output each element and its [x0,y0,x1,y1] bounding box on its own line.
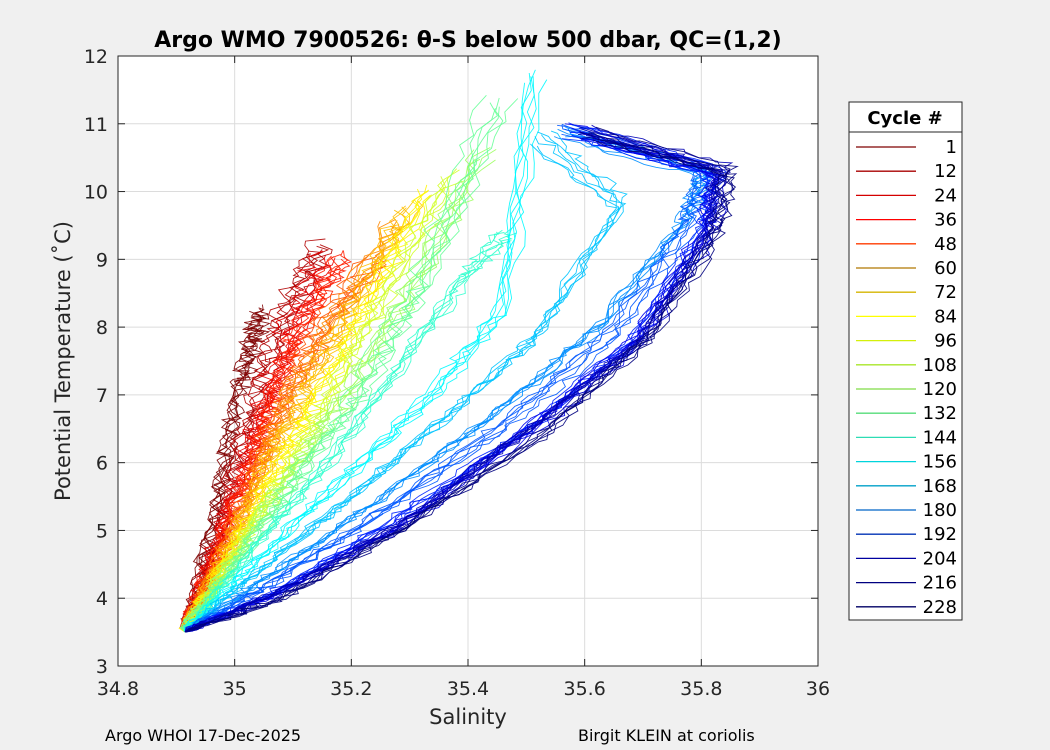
legend-label-204: 204 [923,548,957,569]
profile-line [184,304,269,633]
series-1 [180,304,271,633]
profile-line [185,132,718,633]
profile-line [184,126,709,633]
legend-label-144: 144 [923,427,957,448]
profile-line [184,124,708,633]
profile-line [182,255,332,633]
legend-label-180: 180 [923,500,957,521]
x-tick-label: 36 [806,678,830,700]
x-tick-label: 35.2 [330,678,372,700]
profile-line-main [184,307,266,633]
profile-line [184,184,428,633]
series-group [178,69,739,633]
profile-line [182,255,369,633]
chart-title: Argo WMO 7900526: θ-S below 500 dbar, QC… [154,28,782,53]
profile-line [184,232,505,633]
profile-line [184,169,460,633]
profile-line [180,310,262,633]
y-tick-label: 10 [84,182,108,204]
profile-line [180,98,519,633]
profile-line [184,136,699,633]
x-tick-label: 35 [223,678,247,700]
series-132 [182,227,518,633]
legend: Cycle # 1 12 24 36 48 60 72 84 96 108 120 132 144 156… [848,101,963,621]
series-180 [184,123,717,633]
legend-label-96: 96 [934,331,957,352]
footer-left: Argo WHOI 17-Dec-2025 [105,726,301,745]
profile-line [184,130,628,633]
profile-line [183,149,497,633]
profile-line [184,108,496,633]
series-228 [184,126,739,633]
x-tick-label: 35.4 [447,678,489,700]
legend-label-60: 60 [934,258,957,279]
legend-label-108: 108 [923,355,957,376]
x-tick-label: 35.6 [564,678,606,700]
profile-line [185,135,703,633]
profile-line [180,256,377,633]
legend-title: Cycle # [867,108,942,129]
legend-label-72: 72 [934,282,957,303]
profile-line [184,227,513,633]
legend-label-216: 216 [923,573,957,594]
legend-entries: 1 12 24 36 48 60 72 84 96 108 120 132 144 156 168 180 19… [856,137,957,618]
series-120 [179,94,519,633]
legend-label-12: 12 [934,161,957,182]
y-tick-label: 11 [84,114,108,136]
profile-line [182,205,406,633]
y-tick-label: 4 [96,588,108,610]
profile-line [184,232,518,633]
profile-line [180,220,398,633]
y-tick-label: 6 [96,453,108,475]
legend-label-1: 1 [946,137,957,158]
profile-line [184,250,349,633]
legend-label-84: 84 [934,306,957,327]
y-tick-label: 8 [96,317,108,339]
x-tick-label: 34.8 [97,678,139,700]
legend-label-48: 48 [934,234,957,255]
legend-label-120: 120 [923,379,957,400]
profile-line [184,123,707,633]
x-tick-label: 35.8 [680,678,722,700]
y-tick-label: 5 [96,520,108,542]
y-tick-label: 7 [96,385,108,407]
profile-line [184,126,739,633]
profile-line [184,140,738,633]
y-tick-label: 12 [84,46,108,68]
profile-line [184,79,548,633]
profile-line [184,69,536,633]
legend-label-132: 132 [923,403,957,424]
profile-line [184,126,723,633]
footer-right: Birgit KLEIN at coriolis [578,726,755,745]
legend-label-192: 192 [923,524,957,545]
profile-line-main [185,128,712,633]
profile-line [184,133,715,633]
legend-label-156: 156 [923,452,957,473]
profile-line [184,135,717,633]
series-156 [184,130,628,633]
profile-line [183,76,535,633]
series-144 [183,69,548,633]
y-ticks: 3 4 5 6 7 8 9 10 11 12 [84,46,818,678]
profile-line [184,97,504,633]
y-tick-label: 3 [96,656,108,678]
profile-line [184,308,267,633]
legend-label-36: 36 [934,210,957,231]
profile-line [184,132,731,633]
profile-line [184,124,702,633]
legend-label-228: 228 [923,597,957,618]
y-axis-label: Potential Temperature (˚C) [51,221,75,501]
legend-label-24: 24 [934,185,957,206]
profile-line [184,313,271,633]
profile-line-main [184,136,627,633]
x-ticks: 34.8 35 35.2 35.4 35.6 35.8 36 [97,56,830,700]
profile-line [183,94,487,633]
profile-line [184,124,712,633]
profile-line [184,134,624,633]
y-tick-label: 9 [96,249,108,271]
x-axis-label: Salinity [429,705,507,729]
legend-label-168: 168 [923,476,957,497]
